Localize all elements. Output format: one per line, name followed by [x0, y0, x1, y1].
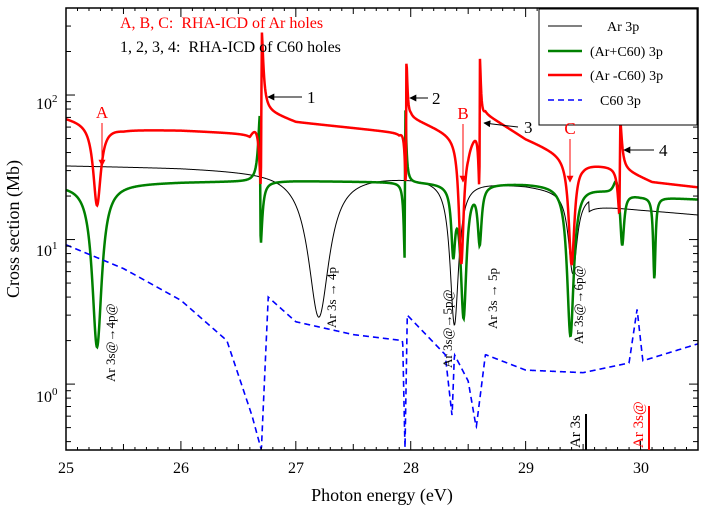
y-tick-label: 100 [36, 386, 58, 406]
header-annotation: A, B, C: RHA-ICD of Ar holes 1, 2, 3, 4: R… [120, 15, 341, 56]
series-layer [66, 32, 698, 450]
legend[interactable]: Ar 3p (Ar+C60) 3p (Ar -C60) 3p C60 3p [538, 8, 698, 126]
arrow-label-b: B [457, 104, 468, 123]
legend-label-armc60: (Ar -C60) 3p [590, 69, 663, 84]
series-line-ar-minus-c60-3p [66, 32, 698, 266]
arrow-label-3: 3 [524, 118, 533, 137]
x-tick-label: 27 [288, 460, 304, 477]
legend-label-c60: C60 3p [600, 94, 641, 109]
arrow-label-a: A [96, 103, 109, 122]
y-axis-title: Cross section (Mb) [3, 160, 24, 298]
x-tick-label: 29 [518, 460, 534, 477]
x-tick-label: 26 [173, 460, 189, 477]
transition-label: Ar 3s@→5p@ [440, 290, 455, 368]
arrow-label-1: 1 [307, 88, 316, 107]
y-tick-labels: 100 101 102 [36, 93, 58, 406]
arrow-label-2: 2 [432, 89, 441, 108]
legend-box [538, 8, 698, 126]
y-tick-label: 101 [36, 240, 58, 260]
transition-label: Ar 3s@→4p@ [103, 304, 118, 382]
plot-frame [65, 7, 699, 451]
axis-ticks [65, 7, 699, 450]
transition-label: Ar 3s@→6p@ [571, 266, 586, 344]
header-line-c60-holes: 1, 2, 3, 4: RHA-ICD of C60 holes [120, 39, 341, 56]
legend-label-ar: Ar 3p [607, 20, 639, 35]
arrow-3 [483, 120, 519, 128]
arrow-annotations: A B C 1 2 3 4 [96, 88, 668, 183]
header-line-ar-holes: A, B, C: RHA-ICD of Ar holes [120, 15, 323, 32]
transition-label: Ar 3s → 4p [324, 267, 339, 328]
series-line-c60-3p [66, 244, 698, 450]
x-tick-labels: 25 26 27 28 29 30 [58, 460, 649, 477]
arrow-label-c: C [564, 119, 575, 138]
x-tick-label: 28 [403, 460, 419, 477]
x-tick-label: 25 [58, 460, 74, 477]
threshold-label-ar-3s: Ar 3s [568, 415, 584, 448]
series-line-ar-3p [66, 165, 698, 326]
y-tick-label: 102 [36, 93, 58, 113]
legend-label-arc60: (Ar+C60) 3p [590, 45, 663, 60]
x-tick-label: 30 [633, 460, 649, 477]
arrow-label-4: 4 [659, 141, 668, 160]
transition-labels: Ar 3s@→4p@ Ar 3s → 4p Ar 3s@→5p@ Ar 3s →… [103, 266, 586, 382]
threshold-markers: Ar 3s Ar 3s@ [568, 401, 650, 450]
series-line-ar-plus-c60-3p [66, 110, 698, 350]
x-axis-title: Photon energy (eV) [311, 485, 453, 506]
threshold-label-ar-3s-at: Ar 3s@ [631, 401, 647, 448]
transition-label: Ar 3s → 5p [485, 268, 500, 329]
